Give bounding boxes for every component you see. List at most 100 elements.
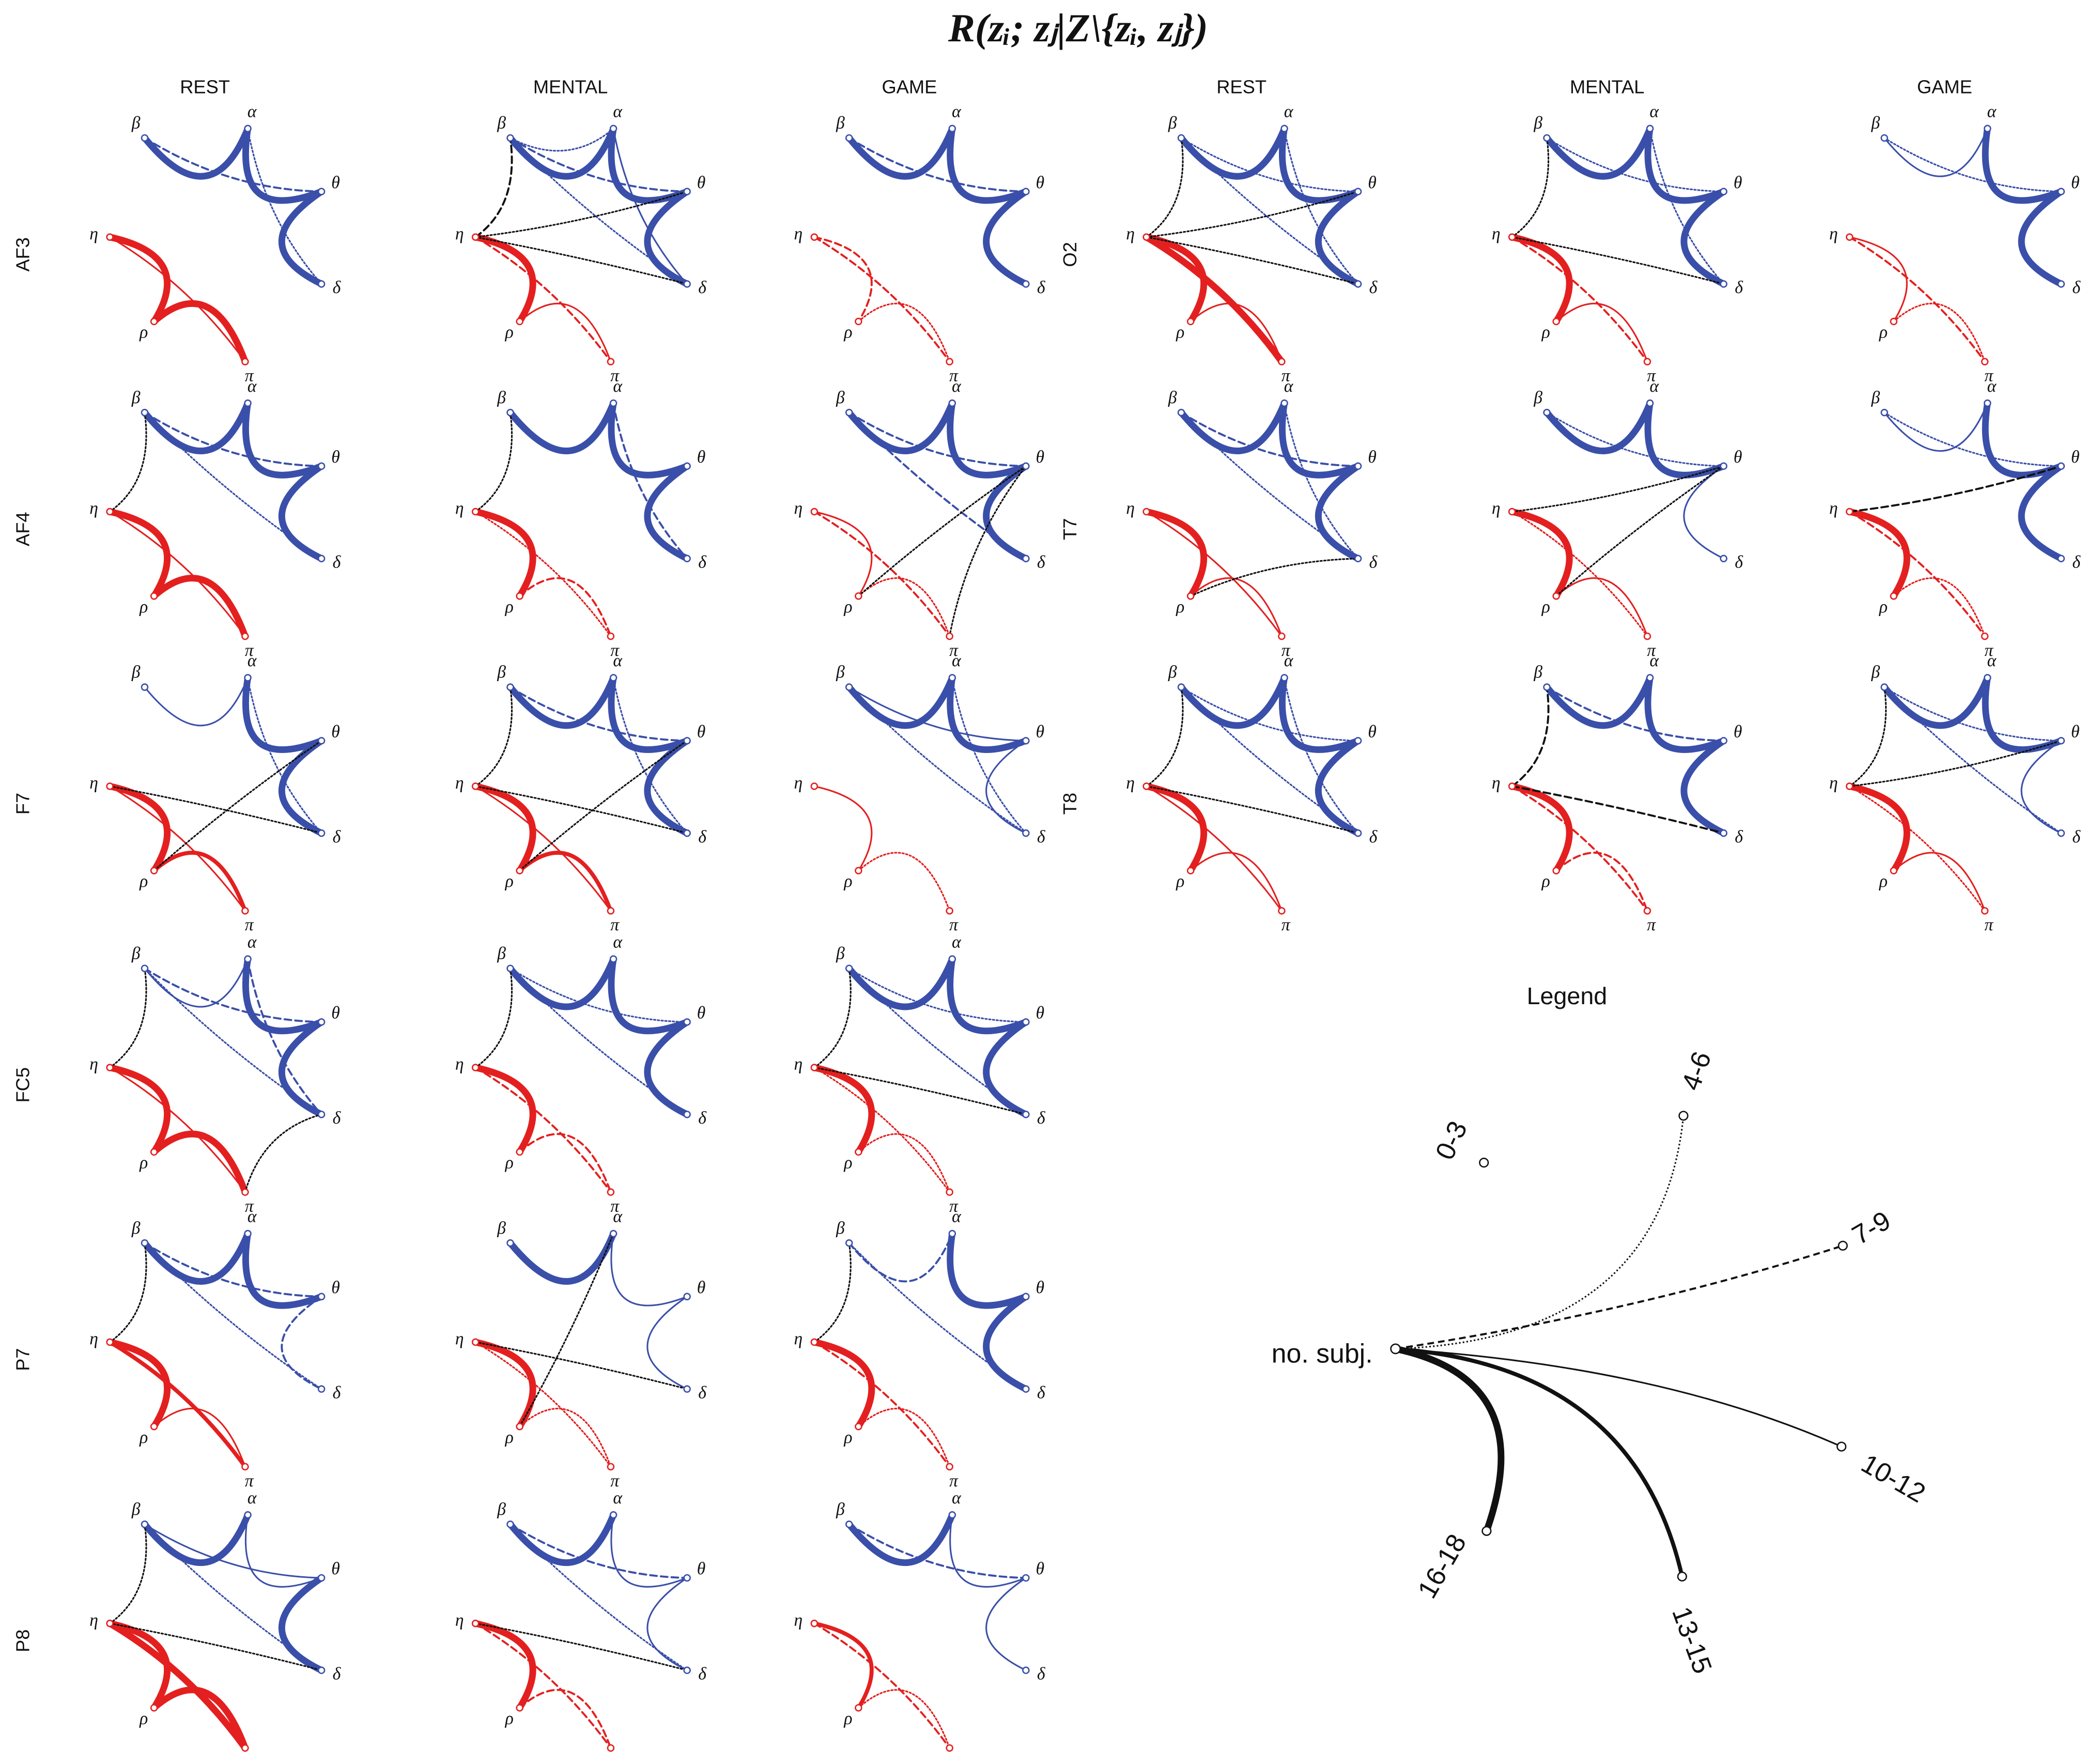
node-label: δ — [1037, 1109, 1046, 1128]
node — [1280, 399, 1288, 407]
edge — [244, 1514, 322, 1588]
node — [1890, 592, 1898, 600]
node — [948, 125, 956, 133]
edge — [107, 1340, 248, 1469]
network-panel: β α θ δ π ρ η — [1829, 102, 2081, 386]
edge — [1511, 785, 1648, 912]
node-label: α — [1987, 651, 1997, 670]
column-header: MENTAL — [533, 76, 608, 98]
edge — [1982, 674, 2065, 753]
node-label: π — [949, 641, 959, 660]
node — [1022, 1293, 1030, 1301]
edge — [1543, 674, 1654, 729]
edge — [610, 1233, 688, 1307]
node-label: π — [245, 1471, 254, 1490]
node-label: δ — [1037, 553, 1046, 572]
edge — [1511, 511, 1648, 637]
edge — [509, 686, 688, 742]
column-header: GAME — [1917, 76, 1972, 98]
edge — [1893, 302, 1986, 363]
node-label: β — [836, 114, 845, 133]
row-label: F7 — [12, 793, 33, 814]
edge — [153, 740, 322, 872]
node-label: η — [794, 1330, 803, 1349]
edge — [144, 1523, 322, 1579]
legend-edge — [1395, 1115, 1685, 1350]
node — [471, 782, 480, 790]
node — [946, 632, 953, 640]
node-label: ρ — [1541, 323, 1550, 342]
edge — [518, 1133, 612, 1193]
edge — [848, 1523, 1027, 1579]
edge — [1143, 234, 1285, 365]
edge — [1543, 125, 1654, 180]
edge — [109, 1242, 147, 1343]
edge — [106, 1339, 171, 1430]
node-label: ρ — [139, 597, 148, 617]
edge — [109, 411, 147, 513]
node-label: δ — [698, 1665, 707, 1684]
node-label: η — [794, 224, 803, 243]
node-label: α — [613, 1488, 623, 1508]
node — [1880, 409, 1888, 417]
node-label: α — [248, 1207, 257, 1226]
edge — [1180, 137, 1359, 285]
node-label: β — [1168, 388, 1177, 407]
edge — [1883, 411, 2062, 467]
edge — [1283, 402, 1359, 560]
edge — [1190, 302, 1283, 363]
node-label: θ — [331, 1278, 340, 1297]
node — [810, 782, 819, 790]
node-label: δ — [2072, 278, 2081, 297]
edge — [1982, 125, 2065, 204]
node — [845, 134, 853, 142]
edge — [1146, 191, 1359, 238]
node — [1643, 632, 1651, 640]
legend-node — [1479, 1158, 1489, 1168]
edge — [813, 1341, 951, 1468]
node — [1981, 358, 1989, 366]
node — [609, 1511, 617, 1519]
edge — [244, 1113, 322, 1193]
node-label: α — [1987, 377, 1997, 396]
node — [506, 964, 514, 973]
edge — [246, 128, 322, 285]
legend-hub-label: no. subj. — [1272, 1339, 1373, 1369]
node-label: δ — [333, 1665, 342, 1684]
edge — [1546, 137, 1725, 193]
edge — [517, 851, 613, 913]
node-label: π — [1281, 366, 1291, 386]
node-label: θ — [331, 1559, 340, 1578]
edge — [109, 236, 246, 363]
node-label: α — [1284, 377, 1294, 396]
node-label: δ — [1037, 1383, 1046, 1402]
edge — [812, 1621, 874, 1710]
legend-node — [1481, 1526, 1492, 1536]
node — [1354, 188, 1362, 195]
node-label: ρ — [843, 872, 852, 891]
node — [946, 1463, 953, 1471]
edge — [1555, 465, 1725, 597]
node — [1022, 188, 1030, 195]
node — [1354, 829, 1362, 837]
node — [317, 280, 326, 288]
node-label: ρ — [843, 1709, 852, 1728]
node — [683, 736, 691, 745]
node — [2057, 829, 2065, 837]
node — [516, 867, 523, 874]
edge — [1511, 785, 1725, 835]
edge — [949, 465, 1027, 637]
node-label: η — [89, 224, 98, 243]
node — [609, 125, 617, 133]
node-label: θ — [2071, 722, 2080, 741]
edge — [1649, 128, 1725, 285]
node — [1354, 280, 1362, 288]
node-label: θ — [1036, 173, 1045, 192]
node-label: π — [610, 641, 620, 660]
node — [683, 1111, 691, 1118]
network-panel: β α θ δ π ρ η — [794, 1207, 1046, 1490]
node — [141, 1520, 149, 1528]
node — [1508, 233, 1516, 241]
node — [141, 964, 149, 973]
node-label: δ — [1369, 827, 1378, 847]
